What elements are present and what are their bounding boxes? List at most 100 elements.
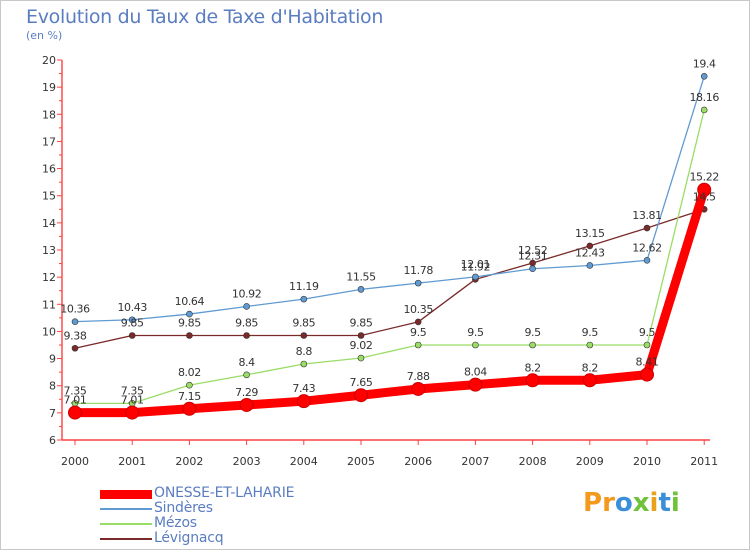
data-point	[529, 341, 536, 349]
data-label: 10.36	[60, 303, 90, 316]
data-label: 9.85	[235, 317, 258, 330]
data-label: 12.01	[461, 258, 491, 271]
data-label: 12.31	[518, 250, 548, 263]
data-point	[243, 371, 250, 379]
data-label: 8.41	[636, 356, 659, 369]
data-point	[182, 401, 197, 416]
data-label: 7.29	[235, 386, 258, 399]
data-label: 11.92	[461, 260, 491, 273]
data-label: 7.43	[292, 382, 315, 395]
data-point	[125, 405, 140, 420]
data-label: 13.15	[575, 227, 605, 240]
data-point	[582, 373, 597, 388]
data-point	[300, 295, 308, 303]
data-point	[700, 72, 708, 80]
data-label: 11.55	[346, 270, 376, 283]
x-tick-label: 2005	[347, 455, 375, 468]
y-tick-label: 20	[42, 54, 56, 67]
chart-title: Evolution du Taux de Taxe d'Habitation	[26, 6, 384, 28]
data-label: 12.52	[518, 244, 548, 257]
y-tick-label: 12	[42, 271, 56, 284]
series-line-1	[74, 75, 705, 323]
x-tick-label: 2011	[690, 455, 718, 468]
data-point	[186, 310, 193, 318]
data-point	[300, 332, 308, 339]
data-label: 13.81	[632, 209, 662, 222]
y-tick-label: 6	[49, 434, 56, 447]
data-label: 9.85	[292, 317, 315, 330]
data-label: 7.65	[350, 376, 373, 389]
chart-data-labels: 9.389.85 9.85 9.85 9.85 9.8510.3511.9212.521…	[60, 57, 719, 406]
data-label: 9.5	[524, 326, 541, 339]
logo-letter: P	[583, 488, 603, 518]
data-point	[414, 318, 422, 326]
data-point	[296, 394, 311, 409]
x-tick-label: 2008	[519, 455, 547, 468]
data-point	[243, 303, 250, 310]
data-point	[472, 273, 479, 281]
data-label: 11.19	[289, 280, 319, 293]
data-label: 10.35	[403, 303, 433, 316]
data-point	[243, 332, 250, 339]
y-tick-label: 10	[42, 325, 56, 338]
x-tick-label: 2010	[633, 455, 661, 468]
data-point	[700, 106, 708, 114]
x-tick-label: 2000	[61, 455, 89, 468]
data-point	[414, 279, 422, 287]
data-point	[411, 381, 426, 396]
data-point	[468, 377, 483, 392]
legend-label: ONESSE-ET-LAHARIE	[154, 485, 295, 501]
data-label: 14.5	[693, 190, 716, 203]
data-label: 7.88	[407, 370, 430, 383]
data-point	[697, 182, 712, 197]
data-label: 9.5	[639, 326, 656, 339]
data-point	[640, 367, 654, 382]
x-tick-label: 2001	[118, 455, 146, 468]
data-label: 9.5	[582, 326, 599, 339]
data-label: 7.35	[64, 384, 87, 397]
chart-subtitle: (en %)	[26, 29, 63, 42]
data-point	[71, 344, 79, 352]
data-label: 10.64	[175, 295, 205, 308]
data-point	[128, 316, 136, 324]
data-label: 18.16	[689, 91, 719, 104]
data-point	[643, 224, 651, 232]
legend-swatch	[100, 508, 152, 510]
proxiti-logo: Proxiti	[583, 488, 680, 518]
data-point	[239, 397, 254, 412]
x-tick-label: 2007	[461, 455, 489, 468]
data-label: 8.4	[238, 356, 255, 369]
data-label: 8.2	[524, 361, 540, 374]
data-label: 8.02	[178, 366, 201, 379]
logo-letter: o	[614, 488, 633, 518]
data-label: 7.15	[178, 390, 201, 403]
chart-axes: 6 7 8 9 10 11 12 13 14 15 16 17 18 19 20 2000 2001 2002 20…	[42, 54, 718, 468]
y-tick-label: 18	[42, 108, 56, 121]
data-point	[357, 354, 365, 362]
series-line-3	[74, 208, 705, 349]
y-tick-label: 15	[42, 190, 56, 203]
y-tick-label: 7	[49, 407, 56, 420]
data-label: 8.8	[296, 345, 313, 358]
x-tick-label: 2003	[233, 455, 261, 468]
logo-letter: x	[632, 488, 650, 518]
y-tick-label: 8	[49, 380, 56, 393]
data-point	[643, 257, 651, 264]
data-label: 8.2	[582, 361, 598, 374]
legend-label: Lévignacq	[154, 530, 224, 546]
data-label: 9.5	[410, 326, 427, 339]
data-label: 9.85	[178, 317, 201, 330]
data-point	[586, 242, 594, 250]
logo-letter: i	[670, 488, 680, 518]
data-label: 15.22	[689, 171, 719, 184]
data-point	[525, 373, 540, 388]
legend-swatch	[100, 538, 152, 540]
data-label: 7.35	[121, 384, 144, 397]
data-label: 9.85	[350, 317, 373, 330]
data-point	[643, 341, 651, 349]
y-tick-label: 16	[42, 163, 56, 176]
chart-series	[68, 72, 712, 420]
y-tick-label: 13	[42, 244, 56, 257]
